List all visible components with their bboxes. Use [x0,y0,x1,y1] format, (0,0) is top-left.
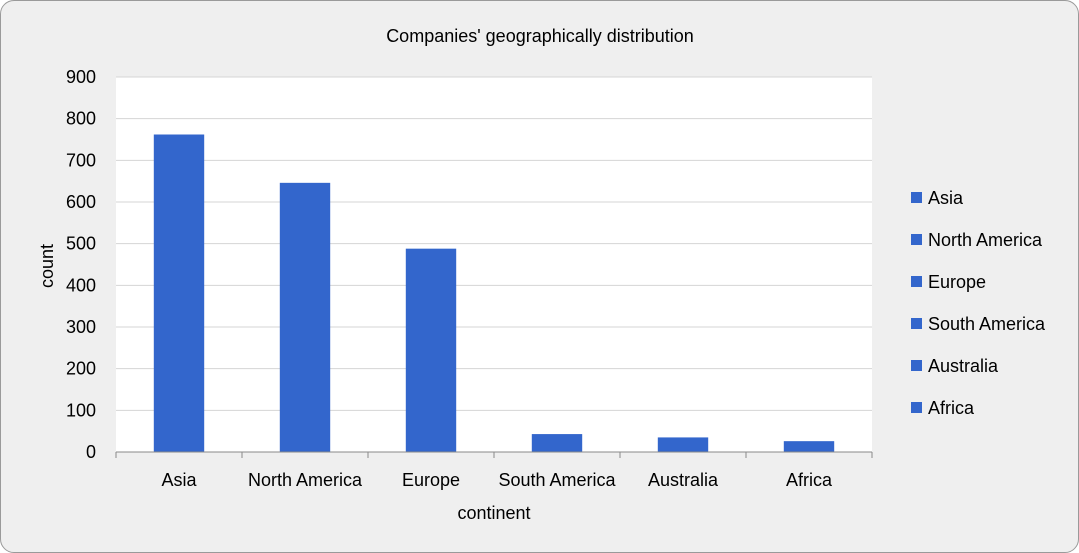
bar-north-america [279,182,331,453]
y-tick-label: 600 [66,192,96,212]
x-tick-label: North America [248,470,363,490]
legend-label: Europe [928,272,986,292]
y-tick-label: 500 [66,234,96,254]
x-tick-label: Europe [402,470,460,490]
y-tick-label: 800 [66,109,96,129]
y-axis-label: count [37,244,57,288]
bar-asia [153,134,205,452]
y-tick-label: 400 [66,275,96,295]
legend-swatch [911,318,922,329]
legend-swatch [911,402,922,413]
legend-label: Africa [928,398,975,418]
y-tick-label: 200 [66,359,96,379]
legend-swatch [911,276,922,287]
bar-africa [783,441,835,452]
x-tick-labels: Asia North America Europe South America Aust… [161,470,833,490]
y-tick-label: 900 [66,67,96,87]
legend-label: Asia [928,188,964,208]
x-tick-label: Africa [786,470,833,490]
x-tick-label: Australia [648,470,719,490]
bars [153,134,835,453]
axes [115,451,873,458]
y-tick-label: 700 [66,150,96,170]
y-tick-label: 100 [66,400,96,420]
x-tick-label: Asia [161,470,197,490]
bar-europe [405,248,457,452]
legend-swatch [911,192,922,203]
legend: Asia North America Europe South America Aust… [911,188,1046,418]
x-tick-label: South America [498,470,616,490]
legend-label: South America [928,314,1046,334]
bar-australia [657,437,709,452]
gridlines [116,76,872,411]
plot-area [116,77,872,452]
y-tick-label: 0 [86,442,96,462]
y-tick-label: 300 [66,317,96,337]
y-tick-labels: 0 100 200 300 400 500 600 700 800 900 [66,67,96,462]
x-axis-label: continent [457,503,530,523]
chart-title: Companies' geographically distribution [386,26,694,46]
bar-south-america [531,434,583,452]
legend-swatch [911,234,922,245]
legend-label: North America [928,230,1043,250]
legend-label: Australia [928,356,999,376]
legend-swatch [911,360,922,371]
